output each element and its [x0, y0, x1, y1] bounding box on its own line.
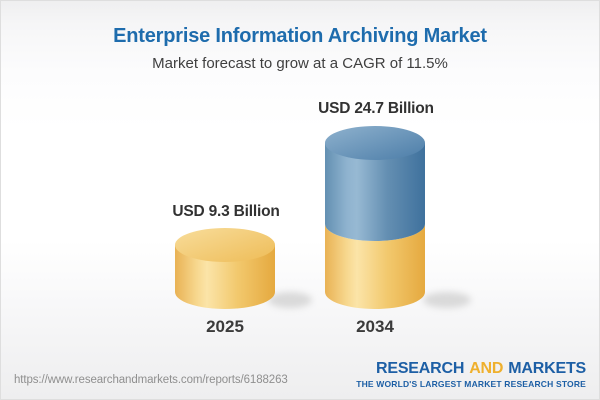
brand-logo: RESEARCH AND MARKETS THE WORLD'S LARGEST… — [356, 361, 586, 390]
cylinder-bar-2025 — [175, 228, 275, 309]
page-title: Enterprise Information Archiving Market — [113, 25, 487, 47]
report-url: https://www.researchandmarkets.com/repor… — [14, 374, 288, 386]
cylinder-bar-2034 — [325, 126, 425, 309]
category-label-2025: 2025 — [206, 317, 244, 336]
cylinder-2034-growth-segment — [325, 143, 425, 241]
brand-word-markets: MARKETS — [508, 360, 586, 377]
chart-subtitle: Market forecast to grow at a CAGR of 11.… — [152, 55, 448, 72]
value-label-2034: USD 24.7 Billion — [318, 100, 434, 117]
bar-shadow-2025 — [268, 292, 312, 308]
cylinder-2034-base-segment — [325, 224, 425, 309]
value-label-2025: USD 9.3 Billion — [172, 203, 280, 220]
brand-word-research: RESEARCH — [376, 360, 465, 377]
brand-word-and: AND — [469, 360, 504, 377]
bar-shadow-2034 — [423, 292, 471, 308]
category-label-2034: 2034 — [356, 317, 394, 336]
brand-tagline: THE WORLD'S LARGEST MARKET RESEARCH STOR… — [356, 379, 586, 389]
brand-wordmark: RESEARCH AND MARKETS — [356, 361, 586, 377]
